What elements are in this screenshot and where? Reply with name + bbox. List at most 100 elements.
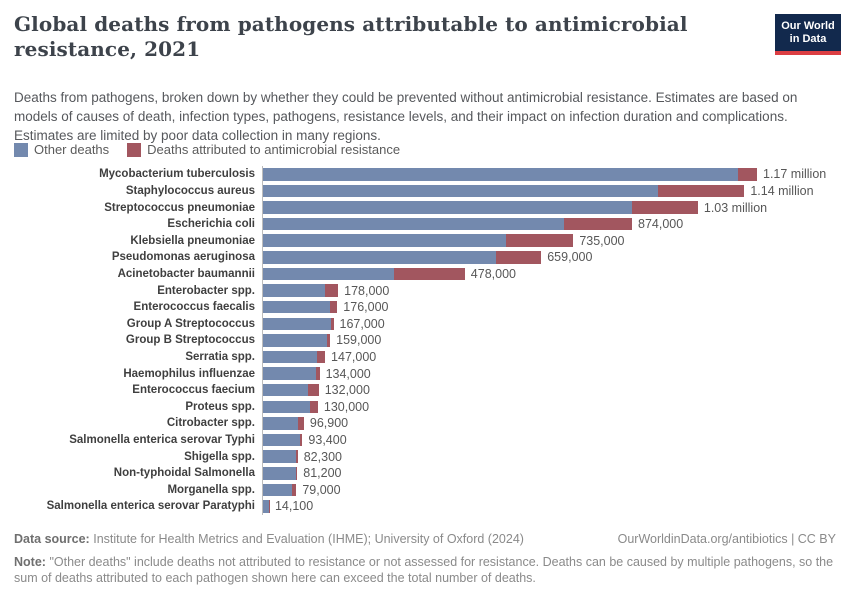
bar-segment-amr-deaths[interactable] [632,201,698,214]
bar-segment-other-deaths[interactable] [263,483,293,497]
bar-segment-amr-deaths[interactable] [330,317,334,331]
bar-segment-amr-deaths[interactable] [505,234,574,247]
bar-segment-amr-deaths[interactable] [308,383,319,397]
bar-value-label: 147,000 [331,350,377,364]
pathogen-label: Enterobacter spp. [157,284,255,297]
bar-zone: 14,100 [262,498,844,515]
pathogen-label: Mycobacterium tuberculosis [99,168,255,181]
table-row: Klebsiella pneumoniae 735,000 [14,232,844,250]
bar-segment-amr-deaths[interactable] [315,367,320,380]
bar-segment-other-deaths[interactable] [263,433,300,447]
bar-segment-other-deaths[interactable] [263,400,310,414]
table-row: Salmonella enterica serovar Typhi 93,400 [14,431,844,449]
bar-segment-amr-deaths[interactable] [299,433,303,447]
owid-url-link[interactable]: OurWorldinData.org/antibiotics | CC BY [617,532,836,546]
bar-segment-amr-deaths[interactable] [316,350,326,364]
table-row: Staphylococcus aureus 1.14 million [14,182,844,200]
bar-zone: 874,000 [262,215,844,233]
bar-segment-amr-deaths[interactable] [496,251,542,264]
table-row: Citrobacter spp. 96,900 [14,415,844,432]
bar-segment-other-deaths[interactable] [263,317,331,331]
bar-value-label: 178,000 [344,283,390,298]
pathogen-label: Group A Streptococcus [126,317,255,330]
data-source-label: Data source: [14,532,90,546]
bar-value-label: 659,000 [547,250,593,265]
legend-label: Deaths attributed to antimicrobial resis… [147,142,401,157]
bar-value-label: 735,000 [579,233,625,248]
bar-segment-amr-deaths[interactable] [324,284,339,297]
legend-item-other-deaths[interactable]: Other deaths [14,142,109,157]
bar-chart: Mycobacterium tuberculosis 1.17 million … [14,166,844,515]
bar-value-label: 134,000 [325,366,371,381]
note-label: Note: [14,555,46,569]
pathogen-label: Proteus spp. [185,400,255,413]
bar-segment-other-deaths[interactable] [263,217,565,231]
bar-value-label: 130,000 [323,399,370,414]
bar-zone: 147,000 [262,348,844,366]
bar-segment-other-deaths[interactable] [263,467,297,480]
bar-value-label: 167,000 [339,316,385,331]
legend-item-amr-deaths[interactable]: Deaths attributed to antimicrobial resis… [127,142,400,157]
bar-value-label: 874,000 [638,217,684,232]
bar-zone: 167,000 [262,315,844,333]
bar-value-label: 82,300 [303,449,342,464]
bar-segment-other-deaths[interactable] [263,267,394,281]
bar-value-label: 96,900 [309,416,349,431]
table-row: Haemophilus influenzae 134,000 [14,365,844,382]
bar-segment-other-deaths[interactable] [263,201,633,214]
note-text: "Other deaths" include deaths not attrib… [14,555,834,585]
bar-value-label: 176,000 [343,300,389,315]
bar-zone: 81,200 [262,464,844,482]
bar-value-label: 159,000 [336,333,382,348]
bar-segment-amr-deaths[interactable] [329,300,338,314]
table-row: Enterococcus faecium 132,000 [14,381,844,399]
bar-segment-amr-deaths[interactable] [326,334,331,347]
bar-segment-other-deaths[interactable] [263,251,497,264]
table-row: Mycobacterium tuberculosis 1.17 million [14,166,844,183]
pathogen-label: Klebsiella pneumoniae [130,234,255,247]
bar-segment-other-deaths[interactable] [263,284,325,297]
pathogen-label: Staphylococcus aureus [125,184,255,197]
pathogen-label: Shigella spp. [184,450,255,463]
bar-segment-other-deaths[interactable] [263,300,330,314]
bar-segment-amr-deaths[interactable] [564,217,632,231]
legend-swatch-amr-deaths [127,142,142,157]
table-row: Shigella spp. 82,300 [14,448,844,465]
bar-segment-other-deaths[interactable] [263,234,506,247]
bar-zone: 178,000 [262,282,844,299]
pathogen-label: Salmonella enterica serovar Typhi [69,434,255,447]
owid-logo-line1: Our World [781,20,835,32]
owid-logo[interactable]: Our World in Data [775,14,841,55]
footer: Data source: Institute for Health Metric… [14,531,836,586]
bar-segment-amr-deaths[interactable] [298,417,304,430]
bar-segment-other-deaths[interactable] [263,450,297,463]
pathogen-label: Salmonella enterica serovar Paratyphi [46,500,255,513]
pathogen-label: Acinetobacter baumannii [117,267,255,280]
bar-value-label: 79,000 [302,482,341,497]
pathogen-label: Serratia spp. [185,351,255,363]
bar-segment-other-deaths[interactable] [263,500,269,513]
bar-segment-other-deaths[interactable] [263,367,316,380]
table-row: Escherichia coli 874,000 [14,215,844,233]
bar-segment-other-deaths[interactable] [263,417,299,430]
bar-segment-other-deaths[interactable] [263,383,309,397]
chart-subtitle: Deaths from pathogens, broken down by wh… [14,90,798,143]
bar-segment-amr-deaths[interactable] [292,483,297,497]
bar-segment-amr-deaths[interactable] [738,168,757,181]
bar-segment-amr-deaths[interactable] [296,467,298,480]
bar-segment-other-deaths[interactable] [263,350,317,364]
bar-value-label: 14,100 [274,499,314,514]
bar-segment-other-deaths[interactable] [263,334,327,347]
table-row: Streptococcus pneumoniae 1.03 million [14,199,844,216]
bar-zone: 93,400 [262,431,844,449]
bar-segment-amr-deaths[interactable] [393,267,465,281]
bar-segment-amr-deaths[interactable] [309,400,318,414]
bar-segment-amr-deaths[interactable] [657,184,745,198]
bar-segment-other-deaths[interactable] [263,184,658,198]
table-row: Enterobacter spp. 178,000 [14,282,844,299]
table-row: Morganella spp. 79,000 [14,481,844,499]
bar-segment-other-deaths[interactable] [263,168,738,181]
pathogen-label: Group B Streptococcus [125,334,255,347]
bar-zone: 82,300 [262,448,844,465]
bar-segment-amr-deaths[interactable] [296,450,298,463]
